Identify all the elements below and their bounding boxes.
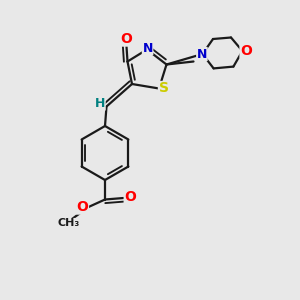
Text: H: H <box>95 97 105 110</box>
Text: O: O <box>76 200 88 214</box>
Text: O: O <box>121 32 133 46</box>
Text: O: O <box>240 44 252 58</box>
Text: N: N <box>197 47 207 61</box>
Text: S: S <box>158 82 169 95</box>
Text: CH₃: CH₃ <box>58 218 80 229</box>
Text: O: O <box>124 190 136 204</box>
Text: N: N <box>142 41 153 55</box>
